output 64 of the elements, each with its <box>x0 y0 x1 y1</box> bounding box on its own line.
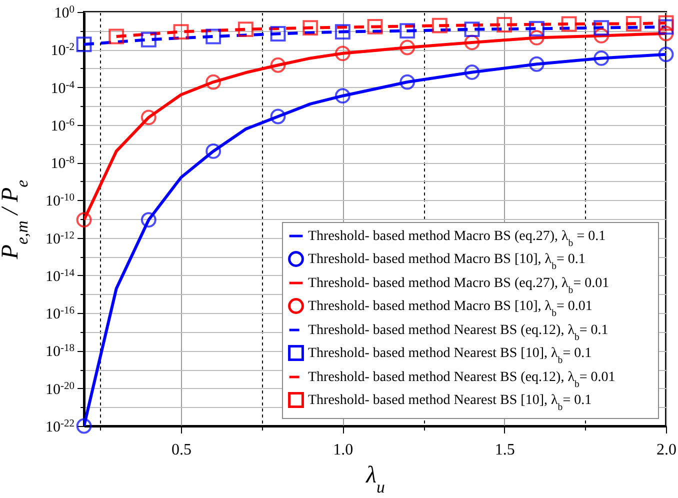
point <box>400 23 416 39</box>
point <box>464 22 480 38</box>
point <box>140 212 156 228</box>
point <box>334 24 350 40</box>
x-tick-label: 1.5 <box>494 442 515 458</box>
point <box>658 46 674 62</box>
point <box>594 50 610 66</box>
point <box>238 22 254 38</box>
point <box>594 20 610 36</box>
legend-label: Threshold- based method Nearest BS (eq.12), λ$_{b}$= 0.01 <box>308 370 616 390</box>
y-tick-label: 10$^{-6}$ <box>50 116 74 134</box>
y-tick-label: 10$^{-22}$ <box>46 418 74 436</box>
point <box>432 18 448 34</box>
point <box>108 28 124 44</box>
point <box>658 26 674 42</box>
point <box>400 40 416 56</box>
x-axis-title: λ$_{u}$ <box>365 462 385 496</box>
y-tick-label: 10$^{-18}$ <box>46 342 74 360</box>
point <box>334 46 350 62</box>
y-tick-label: 10$^{-20}$ <box>46 380 74 398</box>
point <box>496 17 512 32</box>
x-tick-label: 2.0 <box>656 442 676 458</box>
legend-label: Threshold- based method Macro BS [10], λ$_{b}$= 0.01 <box>308 299 592 318</box>
legend-label: Threshold- based method Macro BS [10], λ$_{b}$= 0.1 <box>308 252 586 272</box>
legend-label: Threshold- based method Nearest BS [10], λ$_{b}$= 0.1 <box>308 393 592 412</box>
y-tick-label: 10$^{-10}$ <box>46 192 74 210</box>
legend-label: Threshold- based method Macro BS (eq.27), λ$_{b}$= 0.01 <box>308 276 610 296</box>
point <box>270 26 286 42</box>
point <box>334 88 350 104</box>
point <box>76 418 92 434</box>
point <box>302 20 318 36</box>
legend-label: Threshold- based method Nearest BS [10], λ$_{b}$= 0.1 <box>308 346 592 366</box>
legend-label: Threshold- based method Macro BS (eq.27), λ$_{b}$ = 0.1 <box>308 229 606 248</box>
point <box>206 144 222 159</box>
point <box>206 74 222 90</box>
y-tick-label: 10$^{-12}$ <box>46 230 74 248</box>
point <box>464 64 480 80</box>
point <box>464 34 480 50</box>
point <box>140 110 156 126</box>
y-tick-label: 10$^{-8}$ <box>50 154 74 172</box>
point <box>528 20 544 36</box>
x-tick-label: 1.0 <box>333 442 354 458</box>
point <box>658 15 674 31</box>
point <box>140 32 156 48</box>
point <box>594 28 610 44</box>
point <box>561 16 577 32</box>
point <box>206 28 222 44</box>
y-tick-label: 10$^{0}$ <box>54 4 74 22</box>
point <box>528 56 544 72</box>
y-tick-label: 10$^{-14}$ <box>46 267 76 285</box>
point <box>173 24 189 40</box>
point <box>400 74 416 90</box>
point <box>528 30 544 46</box>
point <box>270 57 286 73</box>
point <box>367 19 383 34</box>
legend-label: Threshold- based method Nearest BS (eq.12), λ$_{b}$= 0.1 <box>308 323 608 342</box>
point <box>76 36 92 52</box>
y-tick-label: 10$^{-4}$ <box>50 79 76 97</box>
point <box>626 16 642 32</box>
point <box>76 212 92 228</box>
x-tick-label: 0.5 <box>172 442 192 458</box>
y-tick-label: 10$^{-2}$ <box>50 42 74 60</box>
y-tick-label: 10$^{-16}$ <box>46 305 74 323</box>
point <box>270 108 286 124</box>
